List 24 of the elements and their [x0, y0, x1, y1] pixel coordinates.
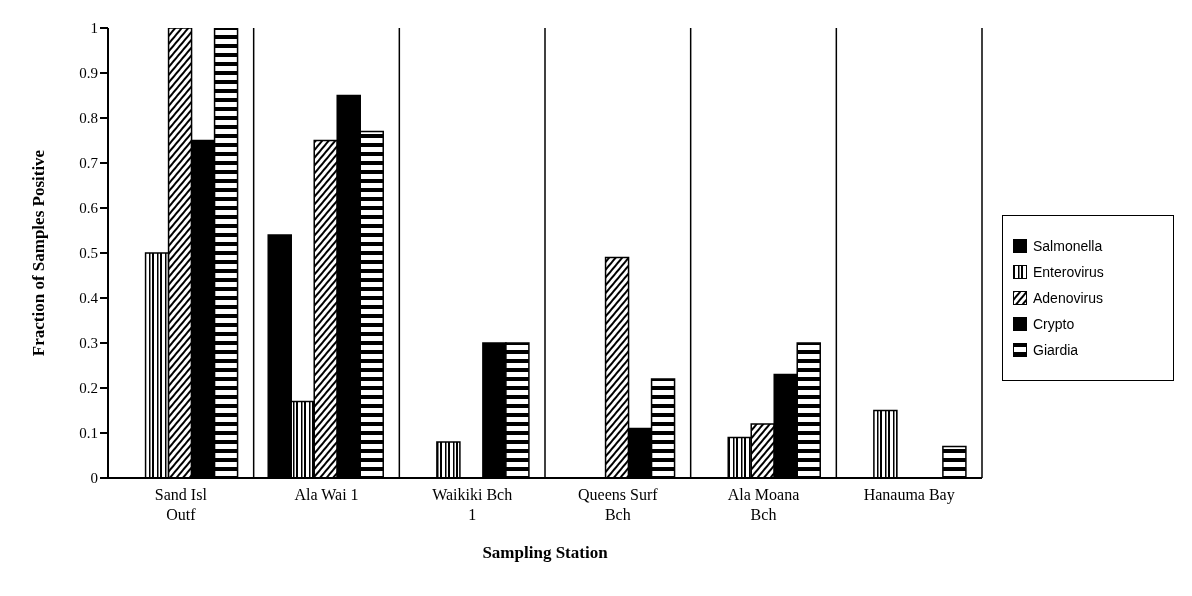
y-tick-label: 1 [90, 20, 98, 37]
y-tick-label: 0.3 [79, 335, 98, 352]
legend-label: Enterovirus [1033, 264, 1104, 280]
x-tick-label: Ala Moana Bch [727, 486, 800, 523]
x-tick-label: Hanauma Bay [863, 486, 955, 504]
x-tick-label: Queens Surf Bch [578, 486, 659, 523]
legend-label: Crypto [1033, 316, 1075, 332]
y-tick-label: 0.2 [79, 380, 98, 397]
y-tick-label: 0.6 [79, 200, 99, 217]
y-axis-title: Fraction of Samples Positive [29, 149, 49, 357]
y-tick-label: 0.9 [79, 65, 98, 82]
x-tick-label: Ala Wai 1 [294, 486, 359, 503]
y-tick-label: 0 [90, 470, 98, 487]
x-tick-label: Waikiki Bch 1 [432, 486, 513, 523]
y-tick-label: 0.8 [79, 110, 98, 127]
legend-label: Adenovirus [1033, 290, 1104, 306]
x-axis-title: Sampling Station [482, 543, 609, 562]
legend-label: Giardia [1033, 342, 1079, 358]
y-tick-label: 0.1 [79, 425, 98, 442]
y-tick-label: 0.5 [79, 245, 98, 262]
x-tick-label: Sand Isl Outf [154, 486, 208, 523]
y-tick-label: 0.4 [79, 290, 99, 307]
legend-label: Salmonella [1033, 238, 1103, 254]
y-tick-label: 0.7 [79, 155, 99, 172]
